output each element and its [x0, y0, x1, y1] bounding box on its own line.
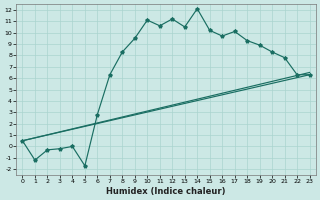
X-axis label: Humidex (Indice chaleur): Humidex (Indice chaleur) [106, 187, 226, 196]
